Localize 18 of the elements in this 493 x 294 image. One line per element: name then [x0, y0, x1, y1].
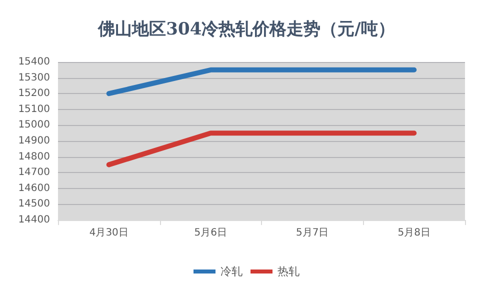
legend-label: 冷轧 — [220, 265, 242, 278]
x-tick-label: 5月8日 — [398, 228, 430, 238]
y-tick-label: 14500 — [18, 198, 50, 210]
y-tick-label: 15400 — [18, 56, 50, 68]
x-tick-label: 5月6日 — [194, 228, 227, 238]
legend-label: 热轧 — [278, 265, 300, 278]
y-tick-label: 14900 — [18, 136, 50, 146]
y-tick-label: 15200 — [18, 88, 50, 100]
x-tick-label: 5月7日 — [296, 228, 329, 238]
y-tick-label: 15100 — [18, 104, 50, 115]
y-tick-label: 14400 — [18, 214, 50, 226]
y-tick-label: 14700 — [18, 167, 50, 178]
y-tick-label: 15300 — [18, 72, 50, 84]
chart-title: 佛山地区304冷热轧价格走势（元/吨） — [97, 20, 395, 40]
y-tick-label: 15000 — [18, 120, 50, 131]
y-tick-label: 14800 — [18, 151, 50, 162]
y-tick-label: 14600 — [18, 182, 50, 194]
x-tick-label: 4月30日 — [89, 228, 128, 238]
